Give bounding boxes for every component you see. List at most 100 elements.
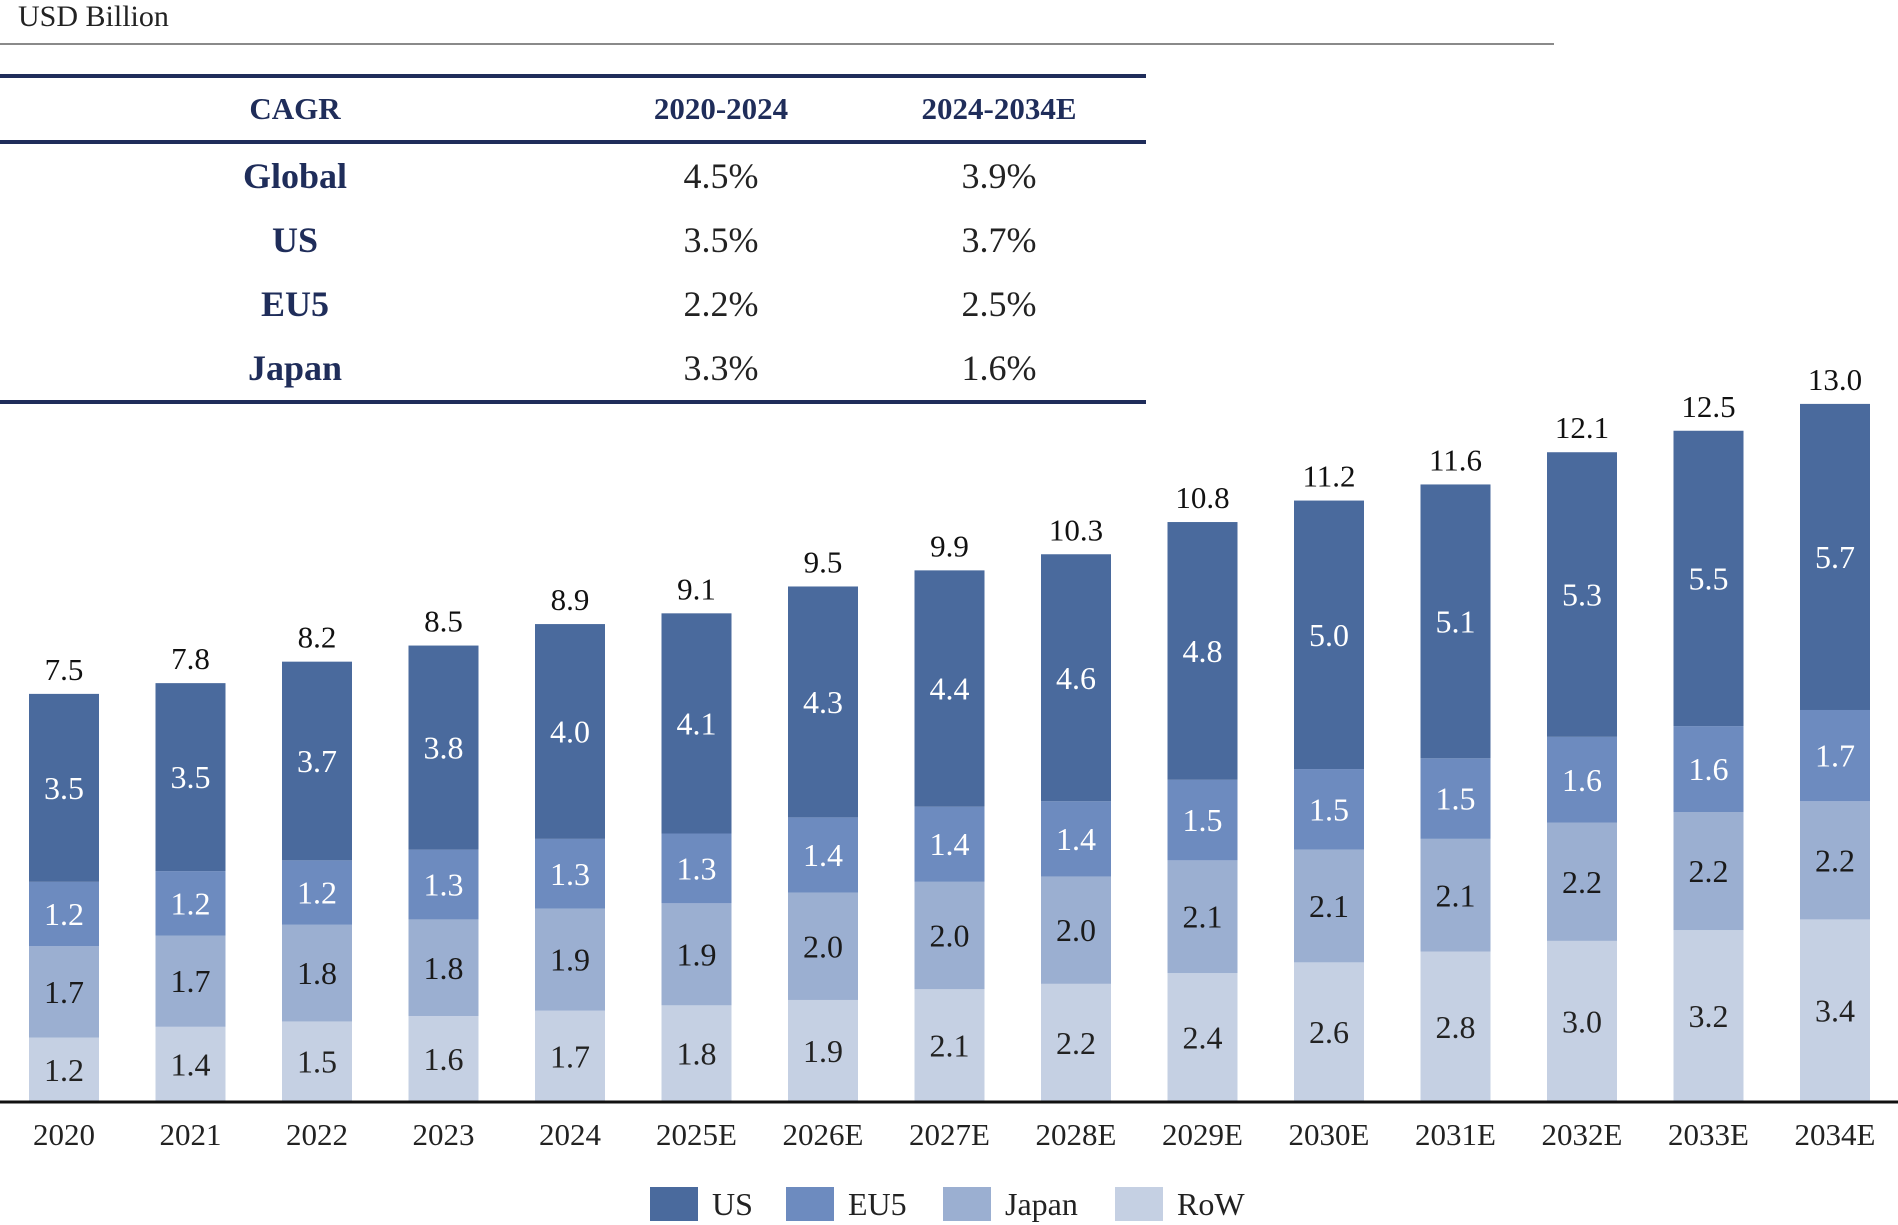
bar-segment-row <box>29 1037 99 1102</box>
bar-segment-us <box>29 693 99 882</box>
bar-segment-row <box>155 1026 226 1102</box>
row-value-period-2: 3.7% <box>961 220 1037 260</box>
bar-segment-us <box>1420 484 1491 759</box>
segment-value-label: 1.4 <box>171 1046 211 1082</box>
segment-value-label: 1.8 <box>297 955 337 991</box>
bar-segment-eu5 <box>408 849 479 920</box>
x-tick-label: 2029E <box>1162 1117 1243 1152</box>
segment-value-label: 2.2 <box>1689 853 1729 889</box>
segment-value-label: 5.0 <box>1309 617 1349 653</box>
row-label: US <box>271 220 319 260</box>
total-value-label: 13.0 <box>1808 362 1862 397</box>
x-tick-label: 2032E <box>1542 1117 1623 1152</box>
bar-segment-eu5 <box>535 838 605 909</box>
total-value-label: 10.8 <box>1175 480 1229 515</box>
total-value-label: 12.1 <box>1555 410 1609 445</box>
segment-value-label: 1.6 <box>1689 751 1729 787</box>
segment-value-label: 1.7 <box>550 1038 590 1074</box>
x-tick-label: 2027E <box>909 1117 990 1152</box>
x-tick-label: 2033E <box>1668 1117 1749 1152</box>
bar-segment-us <box>282 661 352 861</box>
legend-swatch <box>650 1187 698 1221</box>
row-value-period-2: 1.6% <box>961 348 1037 388</box>
bar-segment-us <box>1041 554 1111 802</box>
x-tick-label: 2020 <box>33 1117 95 1152</box>
total-value-label: 11.6 <box>1429 442 1482 477</box>
segment-value-label: 3.8 <box>424 730 464 766</box>
segment-value-label: 3.2 <box>1689 998 1729 1034</box>
segment-value-label: 5.3 <box>1562 577 1602 613</box>
segment-value-label: 1.3 <box>550 856 590 892</box>
segment-value-label: 1.3 <box>677 850 717 886</box>
x-tick-label: 2021 <box>160 1117 222 1152</box>
legend-label: US <box>712 1185 753 1222</box>
total-value-label: 7.5 <box>45 652 84 687</box>
segment-value-label: 1.2 <box>171 885 211 921</box>
bar-segment-japan <box>535 908 605 1011</box>
bar-segment-eu5 <box>1800 709 1870 802</box>
legend-label: EU5 <box>848 1185 907 1222</box>
segment-value-label: 5.1 <box>1436 603 1476 639</box>
x-tick-label: 2023 <box>413 1117 475 1152</box>
segment-value-label: 4.1 <box>677 705 717 741</box>
bar-segment-us <box>1294 500 1364 770</box>
legend-label: Japan <box>1005 1185 1078 1222</box>
segment-value-label: 1.9 <box>550 942 590 978</box>
segment-value-label: 3.4 <box>1815 993 1855 1029</box>
x-tick-label: 2034E <box>1795 1117 1876 1152</box>
segment-value-label: 2.4 <box>1183 1020 1223 1056</box>
segment-value-label: 1.5 <box>1309 791 1349 827</box>
segment-value-label: 4.0 <box>550 713 590 749</box>
segment-value-label: 1.6 <box>1562 762 1602 798</box>
segment-value-label: 3.7 <box>297 743 337 779</box>
segment-value-label: 2.1 <box>930 1028 970 1064</box>
cagr-table-header-row: CAGR 2020-2024 2024-2034E <box>0 76 1146 144</box>
total-value-label: 8.5 <box>424 604 463 639</box>
x-tick-label: 2022 <box>286 1117 348 1152</box>
unit-label: USD Billion <box>18 0 169 33</box>
bar-segment-eu5 <box>1294 769 1364 850</box>
bar-segment-row <box>1167 973 1238 1102</box>
segment-value-label: 2.0 <box>803 928 843 964</box>
row-label: Global <box>242 156 348 196</box>
bar-segment-us <box>1167 522 1238 780</box>
segment-value-label: 1.7 <box>44 974 84 1010</box>
bar-segment-eu5 <box>155 871 226 936</box>
x-tick-label: 2025E <box>656 1117 737 1152</box>
bar-segment-row <box>661 1005 732 1102</box>
segment-value-label: 1.9 <box>803 1033 843 1069</box>
bar-segment-japan <box>1673 812 1744 931</box>
segment-value-label: 2.1 <box>1183 899 1223 935</box>
bar-segment-row <box>914 989 985 1102</box>
total-value-label: 11.2 <box>1302 459 1355 494</box>
bar-segment-japan <box>1041 876 1111 984</box>
segment-value-label: 4.6 <box>1056 660 1096 696</box>
legend-item-us: US <box>650 1185 753 1223</box>
bar-segment-eu5 <box>282 860 352 925</box>
x-tick-label: 2031E <box>1415 1117 1496 1152</box>
segment-value-label: 1.2 <box>44 896 84 932</box>
x-tick-label: 2024 <box>539 1117 602 1152</box>
segment-value-label: 1.7 <box>171 963 211 999</box>
bar-segment-row <box>282 1021 352 1102</box>
legend-label: RoW <box>1177 1185 1245 1222</box>
segment-value-label: 2.6 <box>1309 1014 1349 1050</box>
bar-segment-row <box>788 999 858 1102</box>
segment-value-label: 3.5 <box>171 759 211 795</box>
segment-value-label: 1.7 <box>1815 738 1855 774</box>
bar-segment-japan <box>1420 838 1491 952</box>
cagr-table: CAGR 2020-2024 2024-2034E Global 4.5% 3.… <box>0 74 1146 404</box>
bar-segment-japan <box>1547 822 1617 941</box>
bar-segment-row <box>1800 919 1870 1102</box>
bar-segment-japan <box>788 892 858 1000</box>
legend-swatch <box>786 1187 834 1221</box>
bar-segment-eu5 <box>661 833 732 904</box>
segment-value-label: 1.5 <box>1183 802 1223 838</box>
segment-value-label: 3.5 <box>44 770 84 806</box>
chart-legend: US EU5 Japan RoW <box>0 1185 1898 1225</box>
segment-value-label: 2.8 <box>1436 1009 1476 1045</box>
segment-value-label: 2.1 <box>1309 888 1349 924</box>
x-tick-label: 2030E <box>1289 1117 1370 1152</box>
segment-value-label: 3.0 <box>1562 1003 1602 1039</box>
